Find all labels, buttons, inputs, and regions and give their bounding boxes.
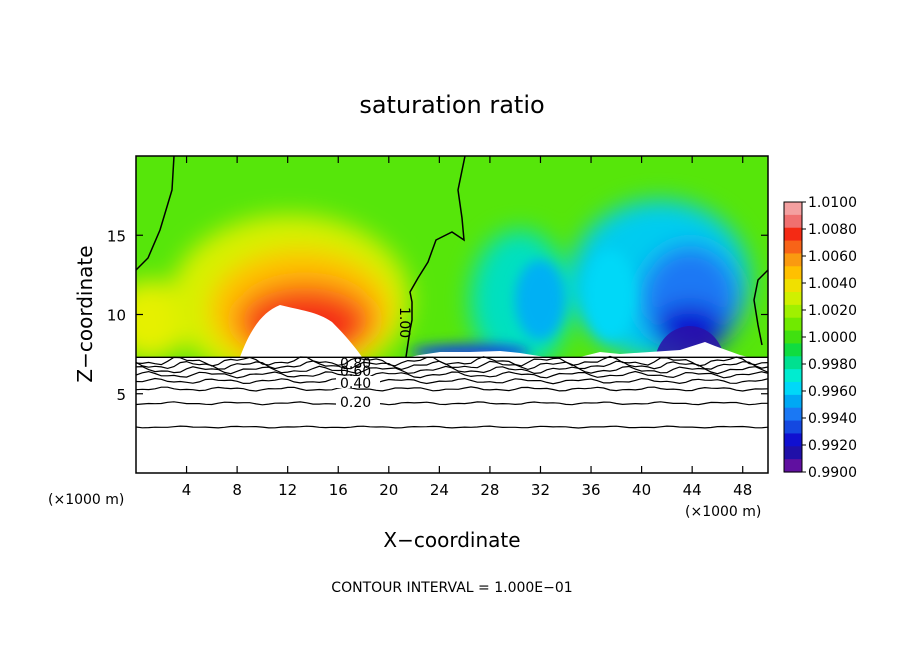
colorbar-swatch xyxy=(784,202,802,216)
colorbar-swatch xyxy=(784,253,802,267)
colorbar-swatch xyxy=(784,227,802,242)
y-tick-label: 15 xyxy=(107,227,126,245)
colorbar-label: 1.0000 xyxy=(808,330,857,346)
y-axis-ticks: 5 10 15 xyxy=(107,227,768,404)
chart-title: saturation ratio xyxy=(359,91,544,119)
colorbar-swatch xyxy=(784,266,802,280)
surface-bumps xyxy=(410,342,748,357)
field-blob-cyan-left xyxy=(515,260,565,340)
colorbar-swatch xyxy=(784,433,802,447)
colorbar-swatch xyxy=(784,394,802,409)
x-tick-label: 8 xyxy=(232,481,242,499)
x-unit-label-left: (×1000 m) xyxy=(48,492,124,508)
colorbar-swatch xyxy=(784,369,802,383)
x-tick-label: 44 xyxy=(683,481,702,499)
x-tick-label: 28 xyxy=(480,481,499,499)
x-tick-label: 16 xyxy=(329,481,348,499)
colorbar-swatch xyxy=(784,279,802,293)
colorbar-swatch xyxy=(784,459,802,473)
x-tick-label: 40 xyxy=(632,481,651,499)
colorbar-swatch xyxy=(784,420,802,435)
x-tick-label: 48 xyxy=(733,481,752,499)
x-tick-label: 12 xyxy=(278,481,297,499)
contour-line-1.00 xyxy=(136,156,175,271)
plot-area: 1.00 0.20 0.40 0.60 0.80 4 8 12 16 20 24 28 32 3… xyxy=(107,155,769,499)
colorbar-swatch xyxy=(784,356,802,370)
lower-contour-line xyxy=(136,425,768,429)
x-tick-label: 24 xyxy=(430,481,449,499)
colorbar-label: 1.0020 xyxy=(808,303,857,319)
colorbar-swatch xyxy=(784,292,802,306)
y-tick-label: 10 xyxy=(107,307,126,325)
x-tick-label: 20 xyxy=(379,481,398,499)
colorbar-label: 0.9980 xyxy=(808,357,857,373)
x-tick-label: 4 xyxy=(182,481,192,499)
x-unit-label-right: (×1000 m) xyxy=(685,504,761,520)
colorbar: 1.0100 1.0080 1.0060 1.0040 1.0020 1.0000 0.99… xyxy=(783,195,857,481)
supersaturated-cloud-region xyxy=(240,305,362,357)
lower-contour-line xyxy=(136,401,768,406)
contour-label-1.00: 1.00 xyxy=(396,307,412,338)
colorbar-swatch xyxy=(784,407,802,422)
x-tick-label: 32 xyxy=(531,481,550,499)
lower-contour-line xyxy=(136,360,768,371)
colorbar-swatch xyxy=(784,317,802,332)
x-axis-label: X−coordinate xyxy=(383,528,520,552)
saturation-field xyxy=(136,156,768,357)
contour-label-bg-0.20 xyxy=(336,394,380,408)
colorbar-label: 0.9920 xyxy=(808,438,857,454)
contour-line-1.00-right xyxy=(753,269,768,346)
colorbar-swatch xyxy=(784,240,802,255)
colorbar-swatch xyxy=(784,382,802,396)
contour-label-0.20: 0.20 xyxy=(340,395,371,411)
x-axis-ticks: 4 8 12 16 20 24 28 32 36 40 44 48 xyxy=(182,156,752,499)
y-tick-label: 5 xyxy=(116,386,126,404)
contour-label-0.80: 0.80 xyxy=(340,356,371,372)
x-tick-label: 36 xyxy=(581,481,600,499)
field-blob-cyan-right xyxy=(585,250,635,340)
colorbar-label: 0.9960 xyxy=(808,384,857,400)
colorbar-label: 1.0060 xyxy=(808,249,857,265)
colorbar-label: 1.0080 xyxy=(808,222,857,238)
contour-label-0.40: 0.40 xyxy=(340,376,371,392)
y-axis-label: Z−coordinate xyxy=(73,245,97,382)
colorbar-swatch xyxy=(784,304,802,319)
contour-label-0.60: 0.60 xyxy=(340,364,371,380)
lower-contour-line xyxy=(136,370,768,379)
colorbar-swatch xyxy=(784,446,802,460)
colorbar-swatch xyxy=(784,214,802,229)
colorbar-swatch xyxy=(784,343,802,357)
lower-contour-line xyxy=(136,377,768,385)
contour-line-1.00-center xyxy=(405,156,466,357)
colorbar-label: 0.9940 xyxy=(808,411,857,427)
contour-interval-footer: CONTOUR INTERVAL = 1.000E−01 xyxy=(331,580,572,596)
colorbar-label: 1.0040 xyxy=(808,276,857,292)
lower-contour-line xyxy=(136,386,768,392)
contour-label-bg-0.40 xyxy=(336,376,380,388)
lower-contours xyxy=(136,355,768,429)
colorbar-label: 1.0100 xyxy=(808,195,857,211)
colorbar-swatch xyxy=(784,330,802,345)
colorbar-label: 0.9900 xyxy=(808,465,857,481)
